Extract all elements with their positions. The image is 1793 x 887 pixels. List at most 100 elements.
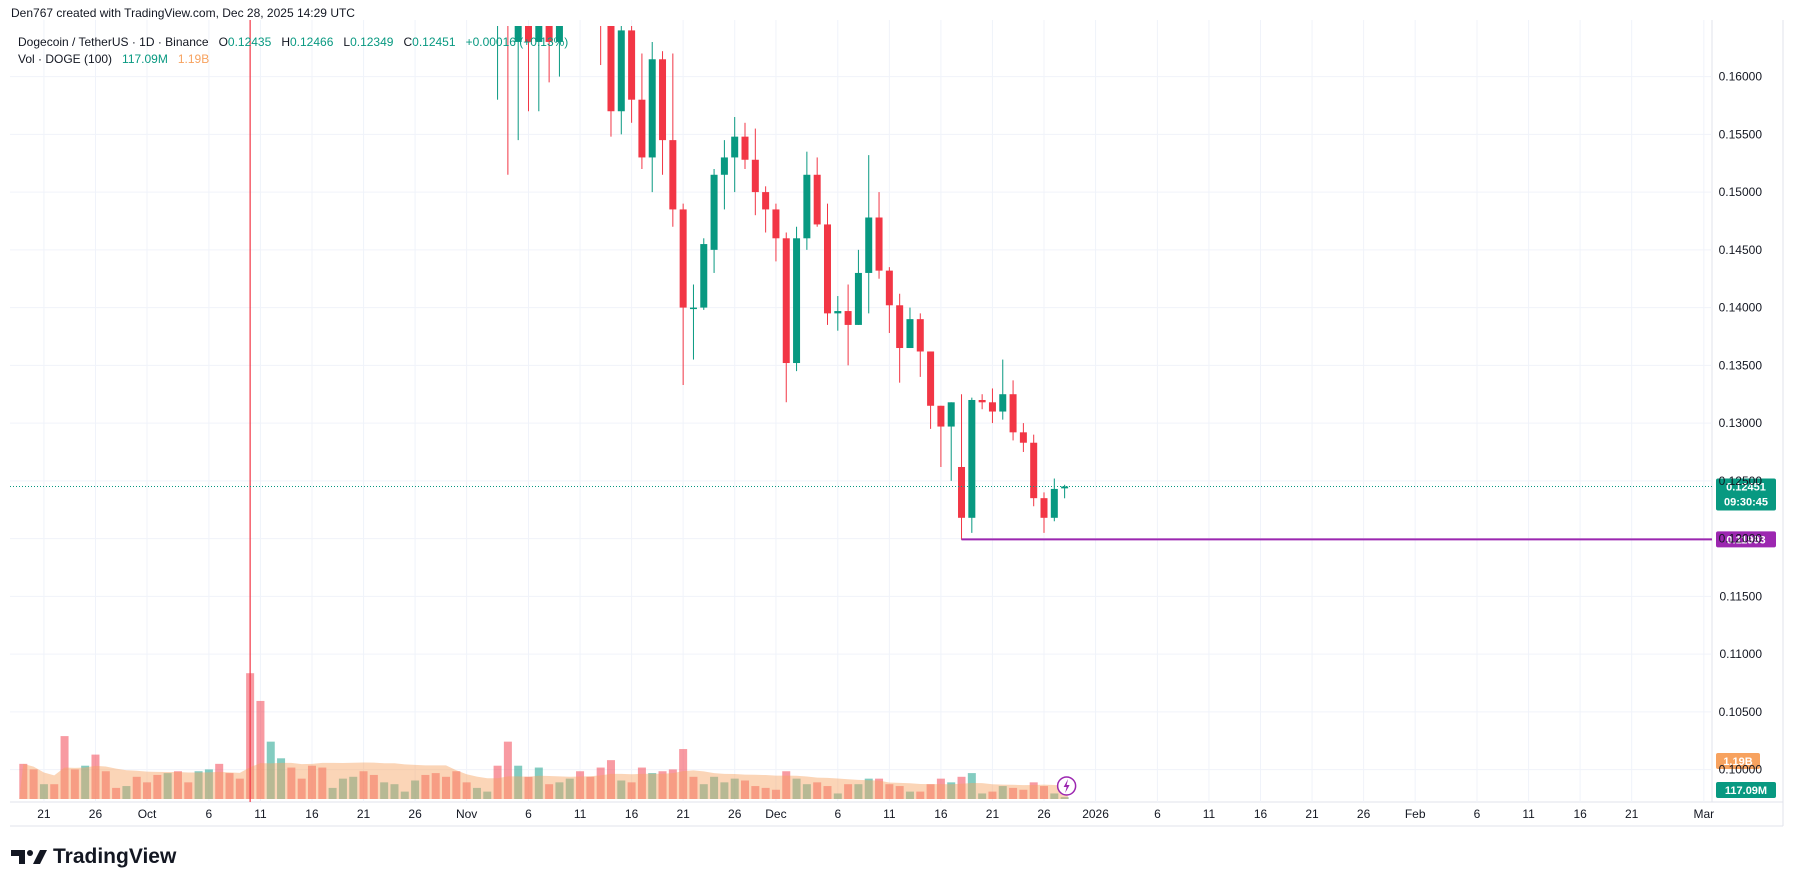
volume-bar xyxy=(617,780,626,799)
candlestick-series xyxy=(497,19,1069,540)
volume-bar xyxy=(730,778,739,799)
price-tick-label: 0.10000 xyxy=(1719,763,1763,777)
candle-body xyxy=(617,30,625,112)
volume-bar xyxy=(895,786,904,799)
candle-body xyxy=(731,136,739,158)
volume-bar xyxy=(514,765,523,799)
volume-bar xyxy=(91,754,100,799)
volume-bar xyxy=(699,784,708,799)
volume-bar xyxy=(338,778,347,799)
candle-body xyxy=(535,26,543,42)
volume-bar xyxy=(50,784,59,799)
volume-bar xyxy=(606,760,615,799)
volume-bar xyxy=(916,791,925,799)
volume-bar xyxy=(442,776,451,799)
candle-body xyxy=(927,351,935,406)
legend-volume-label[interactable]: Vol · DOGE (100) xyxy=(18,52,113,66)
volume-bar xyxy=(576,771,585,799)
volume-bar xyxy=(596,767,605,799)
volume-bar xyxy=(926,784,935,799)
volume-bar xyxy=(81,765,90,799)
time-tick-label: 16 xyxy=(934,807,948,821)
volume-bar xyxy=(978,793,987,799)
chart-overlays: 0.11993 0.12451 09:30:45 1.19B 117.09M xyxy=(10,20,1776,802)
candle-body xyxy=(545,26,553,42)
legend-volume-ma: 1.19B xyxy=(177,52,210,66)
candle-body xyxy=(865,217,873,273)
candle-body xyxy=(659,59,667,141)
volume-bar xyxy=(411,780,420,799)
candle-body xyxy=(1019,432,1027,443)
volume-bar xyxy=(998,786,1007,799)
price-tick-label: 0.11000 xyxy=(1720,647,1763,661)
time-tick-label: 6 xyxy=(1154,807,1161,821)
candle-body xyxy=(803,174,811,239)
volume-bar xyxy=(936,778,945,799)
candle-body xyxy=(628,30,636,100)
volume-bar xyxy=(256,700,265,799)
volume-bar xyxy=(802,784,811,799)
volume-bar xyxy=(328,787,337,799)
price-tick-label: 0.12000 xyxy=(1719,532,1763,546)
volume-bar xyxy=(483,791,492,799)
volume-bar xyxy=(555,782,564,799)
volume-bar xyxy=(318,767,327,799)
legend-symbol[interactable]: Dogecoin / TetherUS · 1D · Binance xyxy=(18,35,209,49)
candle-body xyxy=(844,311,852,325)
price-tick-label: 0.14500 xyxy=(1719,243,1763,257)
candle-body xyxy=(689,307,697,310)
candle-body xyxy=(525,26,532,42)
candle-body xyxy=(958,466,966,518)
support-price-label: 0.11993 xyxy=(1726,534,1765,546)
legend-low-label: L xyxy=(343,35,351,49)
volume-bar xyxy=(1040,786,1048,799)
candle-body xyxy=(669,140,677,210)
time-tick-label: 21 xyxy=(986,807,1000,821)
current-price-label: 0.12451 xyxy=(1726,482,1766,494)
time-tick-label: 26 xyxy=(728,807,742,821)
volume-bar xyxy=(431,773,440,799)
candle-body xyxy=(834,311,842,314)
volume-bar xyxy=(421,774,430,799)
volume-bar xyxy=(173,771,182,799)
candle-body xyxy=(875,217,883,271)
time-tick-label: 6 xyxy=(206,807,213,821)
time-tick-label: 21 xyxy=(37,807,51,821)
volume-badge-label: 117.09M xyxy=(1725,785,1767,797)
volume-bar xyxy=(637,767,646,799)
price-tick-label: 0.10500 xyxy=(1719,705,1763,719)
volume-bar xyxy=(390,784,399,799)
volume-bar xyxy=(277,758,286,799)
volume-bar xyxy=(359,771,368,799)
candle-body xyxy=(597,19,604,25)
time-tick-label: 16 xyxy=(625,807,639,821)
volume-bar xyxy=(524,776,533,799)
volume-bar xyxy=(225,773,234,799)
tradingview-logo-icon xyxy=(11,850,47,864)
candle-body xyxy=(648,59,656,158)
legend-low: 0.12349 xyxy=(350,35,394,49)
time-tick-label: 16 xyxy=(305,807,319,821)
time-tick-label: 6 xyxy=(834,807,841,821)
candle-body xyxy=(999,394,1007,412)
volume-bar xyxy=(29,769,38,799)
candle-body xyxy=(772,209,780,239)
time-tick-label: Dec xyxy=(765,807,786,821)
volume-bar xyxy=(720,782,729,799)
volume-bar xyxy=(689,776,698,799)
candle-body xyxy=(555,26,563,42)
tradingview-logo[interactable]: TradingView xyxy=(11,845,176,869)
volume-bar xyxy=(452,771,461,799)
legend-ohlc-row: Dogecoin / TetherUS · 1D · Binance O0.12… xyxy=(18,34,568,51)
volume-bar xyxy=(462,782,471,799)
candles-clipped xyxy=(497,19,1069,540)
volume-bar xyxy=(875,778,884,799)
candle-body xyxy=(906,319,914,349)
volume-pane xyxy=(19,673,1069,799)
candle-body xyxy=(947,402,955,427)
time-tick-label: 21 xyxy=(357,807,371,821)
legend-close-label: C xyxy=(403,35,413,49)
volume-bar xyxy=(349,776,358,799)
volume-bar xyxy=(503,741,512,799)
